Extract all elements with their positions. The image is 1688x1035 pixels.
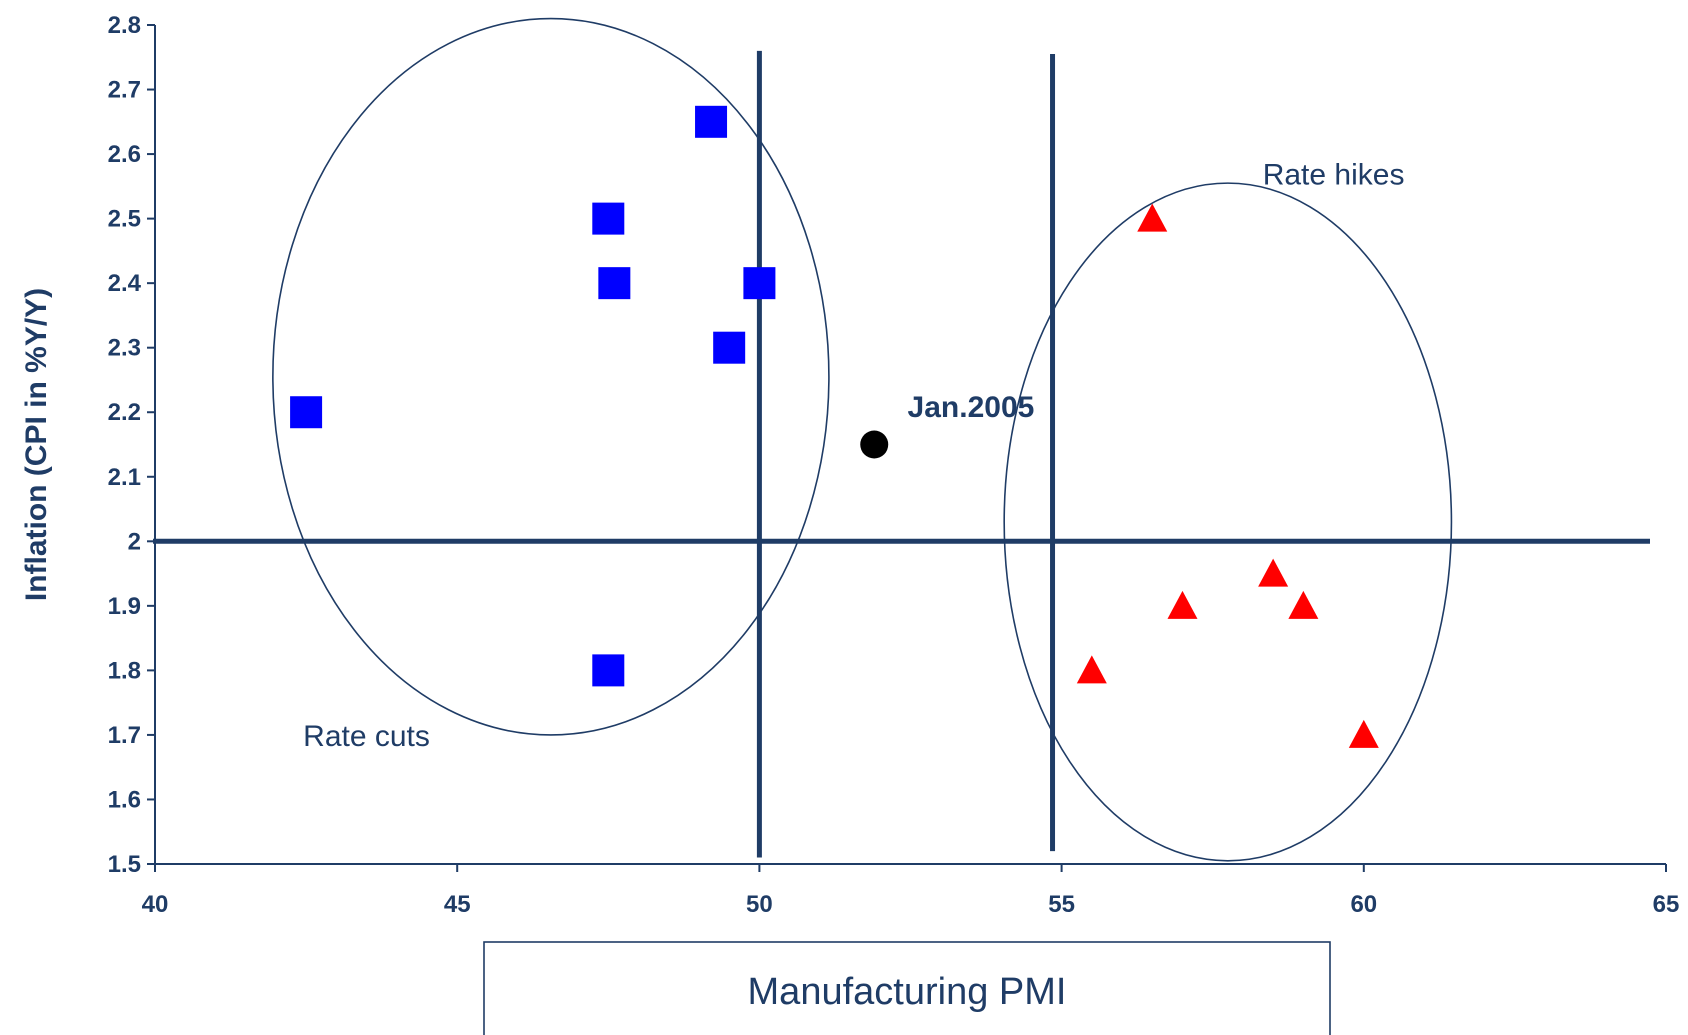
annotation-label: Jan.2005	[908, 391, 1035, 424]
data-points	[290, 105, 1379, 748]
y-tick-label: 2.8	[108, 12, 141, 39]
y-tick-label: 1.7	[108, 722, 141, 749]
y-tick-label: 2.4	[108, 270, 142, 297]
x-tick-label: 40	[142, 891, 169, 918]
region-ellipse-2	[1003, 182, 1453, 862]
triangle-point	[1258, 558, 1289, 587]
square-point	[290, 396, 323, 429]
region-ellipse-1	[272, 17, 830, 736]
x-tick-label: 65	[1653, 891, 1680, 918]
y-tick-label: 2.7	[108, 77, 141, 104]
x-axis-label-box	[483, 941, 1331, 1035]
x-tick-label: 50	[746, 891, 773, 918]
y-tick-label: 2.2	[108, 399, 141, 426]
y-tick-label: 2.3	[108, 335, 141, 362]
y-tick-label: 1.6	[108, 786, 141, 813]
y-tick-label: 2.5	[108, 206, 141, 233]
square-point	[598, 267, 631, 300]
y-tick-label: 2.6	[108, 141, 141, 168]
x-tick-label: 45	[444, 891, 471, 918]
labels: Rate cuts Rate hikes Jan.2005 Inflation (CP…	[20, 158, 1404, 1035]
region-label: Rate cuts	[303, 720, 430, 753]
square-point	[695, 105, 728, 138]
y-tick-label: 2.1	[108, 464, 141, 491]
circle-point	[860, 430, 889, 459]
axes	[147, 24, 1667, 872]
triangle-point	[1076, 655, 1107, 684]
square-point	[713, 331, 746, 364]
y-axis-label: Inflation (CPI in %Y/Y)	[20, 288, 53, 601]
square-point	[592, 654, 625, 687]
triangle-point	[1288, 590, 1319, 619]
reference-lines	[153, 50, 1650, 858]
triangle-point	[1348, 719, 1379, 748]
y-tick-label: 1.5	[108, 851, 141, 878]
tick-labels: 1.5 1.6 1.7 1.8 1.9 2 2.1 2.2 2.3 2.4 2.5 2.6 2.7 2.8…	[108, 12, 1680, 918]
triangle-point	[1167, 590, 1198, 619]
regions	[272, 17, 1453, 862]
x-axis-label: Manufacturing PMI	[748, 971, 1067, 1013]
triangle-point	[1137, 203, 1168, 232]
x-tick-label: 55	[1048, 891, 1075, 918]
y-tick-label: 2	[128, 528, 141, 555]
y-tick-label: 1.9	[108, 593, 141, 620]
x-tick-label: 60	[1350, 891, 1377, 918]
region-label: Rate hikes	[1263, 158, 1405, 191]
square-point	[743, 267, 776, 300]
y-tick-label: 1.8	[108, 657, 141, 684]
square-point	[592, 202, 625, 235]
